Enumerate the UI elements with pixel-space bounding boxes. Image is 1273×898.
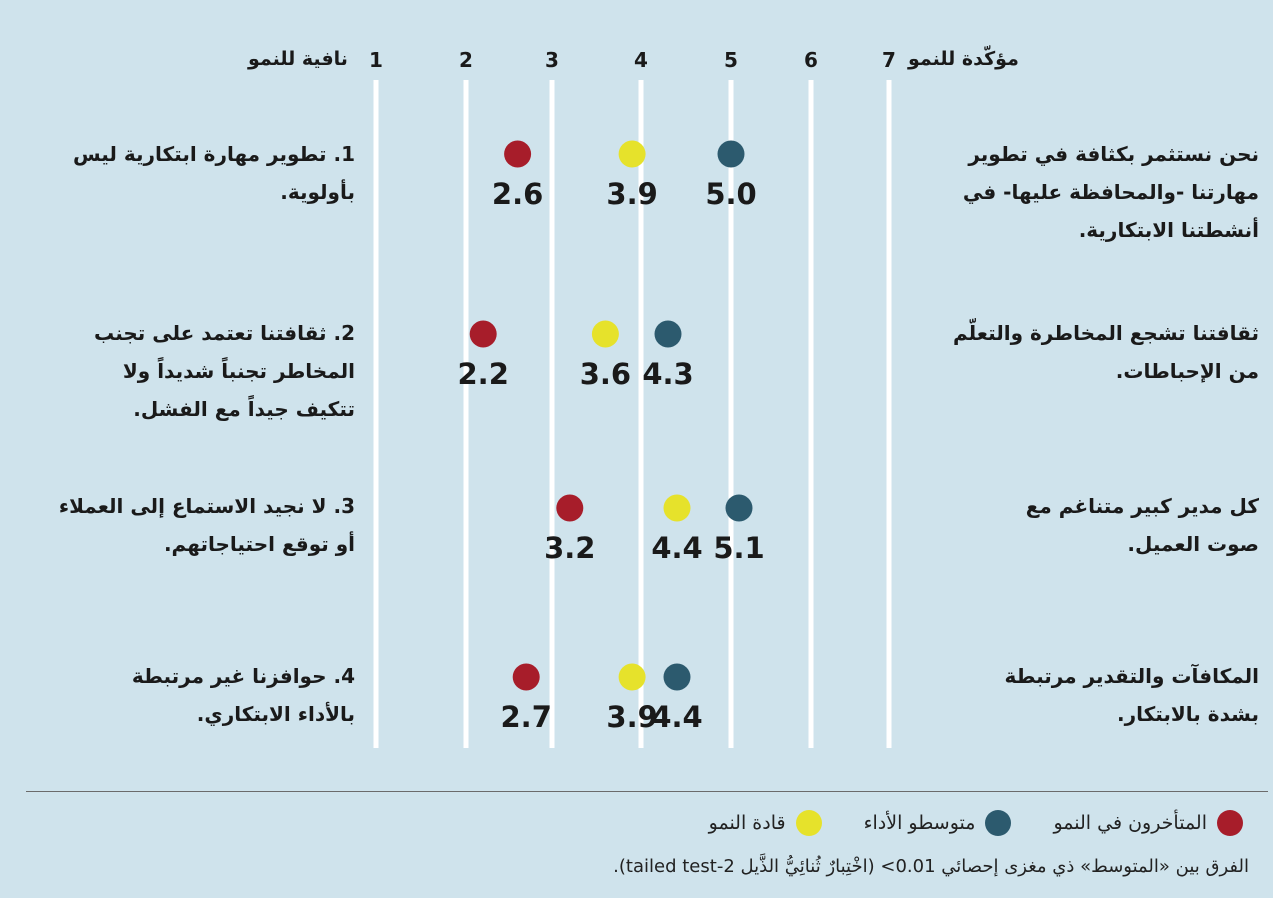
tick-label-3: 3: [545, 48, 559, 72]
row-4-left-label: 4. حوافزنا غير مرتبطة بالأداء الابتكاري.: [131, 664, 355, 726]
laggards-swatch-icon: [1217, 810, 1243, 836]
row-3-laggards-point: [556, 494, 584, 522]
divider: [26, 791, 1268, 792]
row-2-leaders-value-label: 3.6: [580, 357, 631, 391]
legend: المتأخرون في النمو متوسطو الأداء قادة ال…: [709, 810, 1243, 836]
row-4-laggards-value-label: 2.7: [501, 700, 552, 734]
tick-label-5: 5: [724, 48, 738, 72]
row-3-left-label: 3. لا نجيد الاستماع إلى العملاء أو توقع …: [58, 494, 355, 556]
row-4-leaders-value-label: 3.9: [606, 700, 657, 734]
scale-max-label: مؤكّدة للنمو: [908, 48, 1019, 70]
legend-label-leaders: قادة النمو: [708, 812, 786, 834]
row-1-laggards-value-label: 2.6: [492, 177, 543, 211]
row-3-average-value-label: 5.1: [713, 531, 764, 565]
row-2-laggards-value-label: 2.2: [458, 357, 509, 391]
row-1-leaders-value-label: 3.9: [606, 177, 657, 211]
legend-item-average: متوسطو الأداء: [864, 810, 1012, 836]
row-3-laggards-value-label: 3.2: [544, 531, 595, 565]
row-2-average-point: [654, 320, 682, 348]
row-1-average-value-label: 5.0: [705, 177, 756, 211]
tick-label-4: 4: [634, 48, 648, 72]
row-1-right-label: نحن نستثمر بكثافة في تطوير مهارتنا -والم…: [962, 142, 1259, 242]
row-2-average-value-label: 4.3: [642, 357, 693, 391]
row-4-leaders-point: [618, 663, 646, 691]
row-4-average-point: [663, 663, 691, 691]
row-1-left-label: 1. تطوير مهارة ابتكارية ليس بأولوية.: [72, 142, 355, 204]
row-4-average-value-label: 4.4: [651, 700, 702, 734]
legend-item-laggards: المتأخرون في النمو: [1053, 810, 1243, 836]
tick-label-6: 6: [804, 48, 818, 72]
row-2-leaders-point: [591, 320, 619, 348]
row-3-leaders-value-label: 4.4: [651, 531, 702, 565]
row-2-right-label: ثقافتنا تشجع المخاطرة والتعلّم من الإحبا…: [952, 321, 1259, 383]
legend-item-leaders: قادة النمو: [709, 810, 822, 836]
leaders-swatch-icon: [795, 810, 822, 836]
row-1-average-point: [717, 140, 745, 168]
legend-label-average: متوسطو الأداء: [863, 812, 976, 834]
row-4-laggards-point: [512, 663, 540, 691]
footnote: الفرق بين «المتوسط» ذي مغزى إحصائي ‎<0.0…: [613, 856, 1249, 877]
row-4-right-label: المكافآت والتقدير مرتبطة بشدة بالابتكار.: [1004, 664, 1259, 726]
scale-min-label: نافية للنمو: [248, 48, 348, 70]
tick-label-7: 7: [882, 48, 896, 72]
average-swatch-icon: [985, 810, 1012, 836]
row-3-leaders-point: [663, 494, 691, 522]
legend-label-laggards: المتأخرون في النمو: [1053, 812, 1207, 834]
row-2-left-label: 2. ثقافتنا تعتمد على تجنب المخاطر تجنباً…: [94, 321, 355, 421]
row-3-right-label: كل مدير كبير متناغم مع صوت العميل.: [1025, 494, 1259, 556]
chart-plot: 1 2 3 4 5 6 7 2.6 3.9 5.0 2.2 3.6 4.3 3.2 4.4 5.1 2.7 3.9…: [369, 48, 896, 748]
row-1-laggards-point: [504, 140, 532, 168]
tick-label-2: 2: [459, 48, 473, 72]
row-1-leaders-point: [618, 140, 646, 168]
row-2-laggards-point: [469, 320, 497, 348]
tick-label-1: 1: [369, 48, 383, 72]
row-3-average-point: [725, 494, 753, 522]
